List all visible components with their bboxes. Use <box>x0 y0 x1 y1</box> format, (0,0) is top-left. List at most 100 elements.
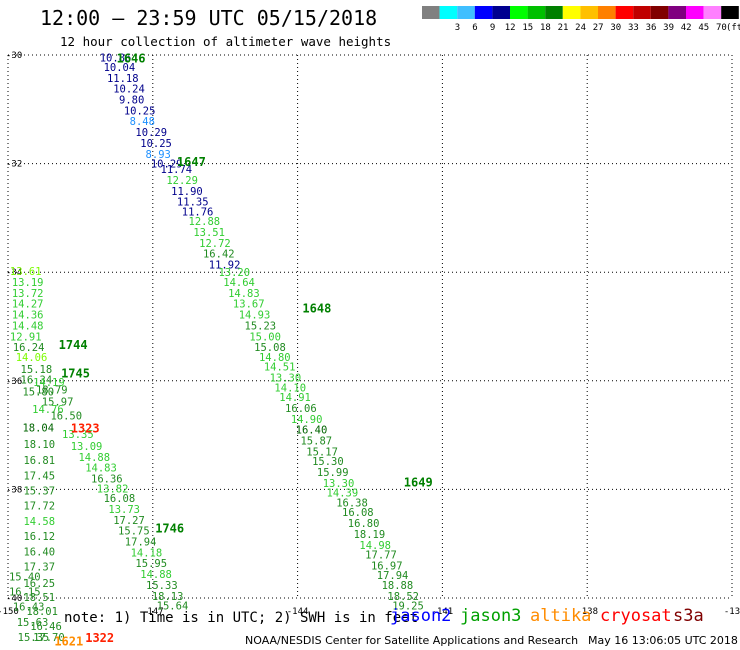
colorbar-tick-label: 39 <box>663 23 674 33</box>
swh-value-label: 16.80 <box>348 518 380 530</box>
track-cryosat-1323: 1323 <box>71 421 100 435</box>
colorbar-swatch <box>580 6 598 19</box>
colorbar-tick-label: 15 <box>522 23 533 33</box>
swh-value-label: 14.06 <box>16 352 48 364</box>
swh-value-label: 16.25 <box>23 578 55 590</box>
swh-value-label: 8.93 <box>146 149 171 161</box>
swh-value-label: 17.45 <box>23 470 55 482</box>
swh-value-label: 15.99 <box>317 467 349 479</box>
swh-value-label: 10.24 <box>113 84 145 96</box>
legend-cryosat: cryosat <box>600 606 672 626</box>
swh-value-label: 17.27 <box>113 515 145 527</box>
swh-value-label: 16.15 <box>9 586 41 598</box>
colorbar-swatch <box>615 6 634 19</box>
colorbar-tick-label: 27 <box>593 23 604 33</box>
swh-value-label: 10.29 <box>151 159 183 171</box>
lat-tick-label: -34 <box>6 268 22 278</box>
swh-value-label: 15.87 <box>300 436 332 448</box>
colorbar-tick-label: 12 <box>505 23 516 33</box>
swh-value-label: 14.19 <box>33 377 65 389</box>
swh-value-label: 11.74 <box>161 164 193 176</box>
swh-value-label: 13.73 <box>108 504 140 516</box>
lat-tick-label: -38 <box>6 485 22 495</box>
swh-value-label: 13.19 <box>12 277 44 289</box>
swh-value-label: 15.18 <box>21 364 53 376</box>
swh-value-label: 13.67 <box>233 299 265 311</box>
colorbar-swatch <box>545 6 563 19</box>
swh-value-label: 15.30 <box>312 456 344 468</box>
swh-value-label: 11.76 <box>182 206 214 218</box>
swh-value-label: 10.86 <box>100 53 132 65</box>
swh-value-label: 15.75 <box>118 526 150 538</box>
swh-value-label: 13.30 <box>270 373 302 385</box>
pass-number-label: 1323 <box>71 421 100 435</box>
swh-value-label: 16.08 <box>342 507 374 519</box>
swh-value-label: 16.81 <box>23 455 55 467</box>
legend-jason3: jason3 <box>460 606 522 626</box>
swh-value-label: 10.04 <box>104 62 136 74</box>
pass-number-label: 1647 <box>177 155 206 169</box>
swh-value-label: 15.37 <box>23 485 55 497</box>
swh-value-label: 16.12 <box>23 531 55 543</box>
swh-value-label: 14.18 <box>131 547 163 559</box>
swh-value-label: 13.51 <box>193 227 225 239</box>
swh-value-label: 15.80 <box>22 387 54 399</box>
lon-tick-label: -138 <box>576 607 598 617</box>
swh-value-label: 15.64 <box>157 601 189 613</box>
lon-tick-label: -141 <box>432 607 454 617</box>
swh-value-label: 18.01 <box>26 606 58 618</box>
swh-value-label: 16.08 <box>104 493 136 505</box>
page-subtitle: 12 hour collection of altimeter wave hei… <box>60 34 392 49</box>
pass-number-label: 1322 <box>85 631 114 645</box>
colorbar-swatch <box>703 6 722 19</box>
colorbar-swatch <box>650 6 669 19</box>
pass-number-label: 1621 <box>54 634 83 648</box>
swh-value-label: 13.20 <box>218 267 250 279</box>
swh-value-label: 10.25 <box>124 105 156 117</box>
legend-s3a: s3a <box>673 606 704 626</box>
lon-tick-label: -144 <box>287 607 309 617</box>
swh-value-label: 16.42 <box>203 249 235 261</box>
swh-value-label: 14.76 <box>32 404 64 416</box>
swh-value-label: 15.33 <box>146 580 178 592</box>
colorbar-unit-label: (ft) <box>726 23 740 33</box>
pass-number-label: 1646 <box>117 52 146 66</box>
track-jason3-1745: 15.1816.3414.1915.8018.7915.9714.7616.50… <box>9 364 90 644</box>
track-jason3-1746: 13.3513.0914.8814.8316.3613.8216.0813.73… <box>62 429 188 613</box>
swh-value-label: 18.10 <box>23 439 55 451</box>
swh-value-label: 17.37 <box>23 562 55 574</box>
swh-value-label: 14.51 <box>264 362 296 374</box>
swh-value-label: 18.51 <box>23 592 55 604</box>
colorbar-tick-label: 21 <box>558 23 569 33</box>
colorbar-swatch <box>510 6 528 19</box>
swh-value-label: 14.83 <box>228 288 260 300</box>
swh-value-label: 13.72 <box>12 288 44 300</box>
lat-tick-label: -30 <box>6 51 22 61</box>
satellite-tracks: 10.8610.0411.1810.249.8010.258.4810.2910… <box>9 52 433 649</box>
colorbar-swatch <box>439 6 458 19</box>
colorbar-tick-label: 30 <box>610 23 621 33</box>
swh-value-label: 15.97 <box>42 396 74 408</box>
colorbar-swatch <box>527 6 546 19</box>
colorbar-swatch <box>422 6 440 19</box>
swh-value-label: 13.61 <box>10 266 42 278</box>
colorbar-tick-label: 70 <box>716 23 727 33</box>
swh-value-label: 14.39 <box>327 488 359 500</box>
pass-number-label: 1649 <box>404 475 433 489</box>
swh-value-label: 16.50 <box>50 411 82 423</box>
swh-value-label: 17.94 <box>377 570 409 582</box>
track-jason3-1744: 13.6113.1913.7214.2714.3614.4812.9116.24… <box>10 266 88 364</box>
swh-value-label: 15.40 <box>9 571 41 583</box>
swh-value-label: 10.25 <box>140 138 172 150</box>
swh-value-label: 11.35 <box>177 197 209 209</box>
lon-tick-label: -13 <box>724 607 740 617</box>
colorbar-tick-label: 9 <box>490 23 495 33</box>
lat-lon-grid <box>7 54 733 599</box>
swh-value-label: 11.90 <box>171 186 203 198</box>
swh-value-label: 8.48 <box>130 116 155 128</box>
swh-value-label: 15.95 <box>135 558 167 570</box>
swh-value-label: 16.38 <box>336 497 368 509</box>
swh-value-label: 14.80 <box>259 352 291 364</box>
colorbar-swatch <box>492 6 510 19</box>
